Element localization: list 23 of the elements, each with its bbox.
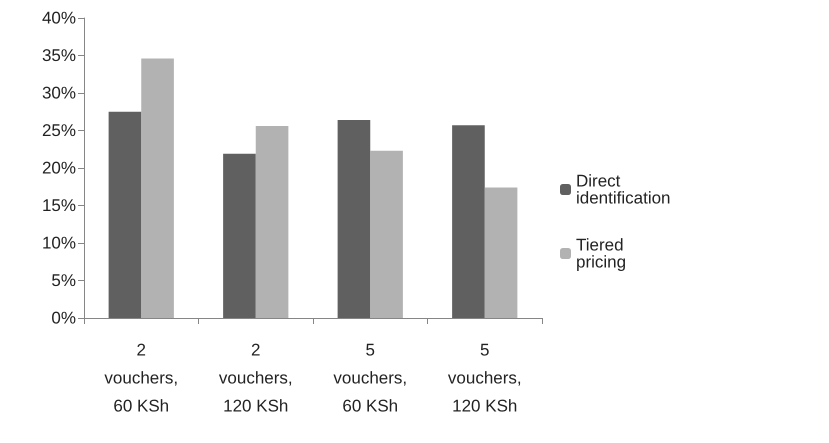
- x-tick-label: 2 vouchers, 60 KSh: [104, 340, 178, 416]
- bar: [256, 126, 288, 318]
- x-tick-label: 2 vouchers, 120 KSh: [218, 340, 293, 416]
- bar: [223, 154, 256, 318]
- y-tick-label: 40%: [42, 8, 76, 28]
- y-tick-label: 25%: [42, 121, 76, 140]
- bar: [108, 112, 142, 318]
- bar: [452, 125, 485, 318]
- y-tick-label: 0%: [51, 308, 76, 328]
- y-tick-label: 35%: [42, 46, 76, 65]
- legend-label: Tiered pricing: [576, 236, 626, 272]
- y-tick-label: 15%: [42, 196, 76, 215]
- y-tick-label: 30%: [42, 84, 76, 102]
- x-tick-label: 5 vouchers, 120 KSh: [448, 340, 522, 416]
- bar: [484, 188, 518, 318]
- bar: [370, 150, 403, 318]
- bar: [141, 58, 174, 318]
- y-tick-label: 10%: [42, 234, 76, 252]
- x-tick-label: 5 vouchers, 60 KSh: [333, 340, 408, 416]
- y-tick-label: 20%: [42, 158, 76, 178]
- bar: [338, 120, 370, 318]
- legend-label: Direct identification: [576, 172, 671, 208]
- y-tick-label: 5%: [51, 271, 76, 290]
